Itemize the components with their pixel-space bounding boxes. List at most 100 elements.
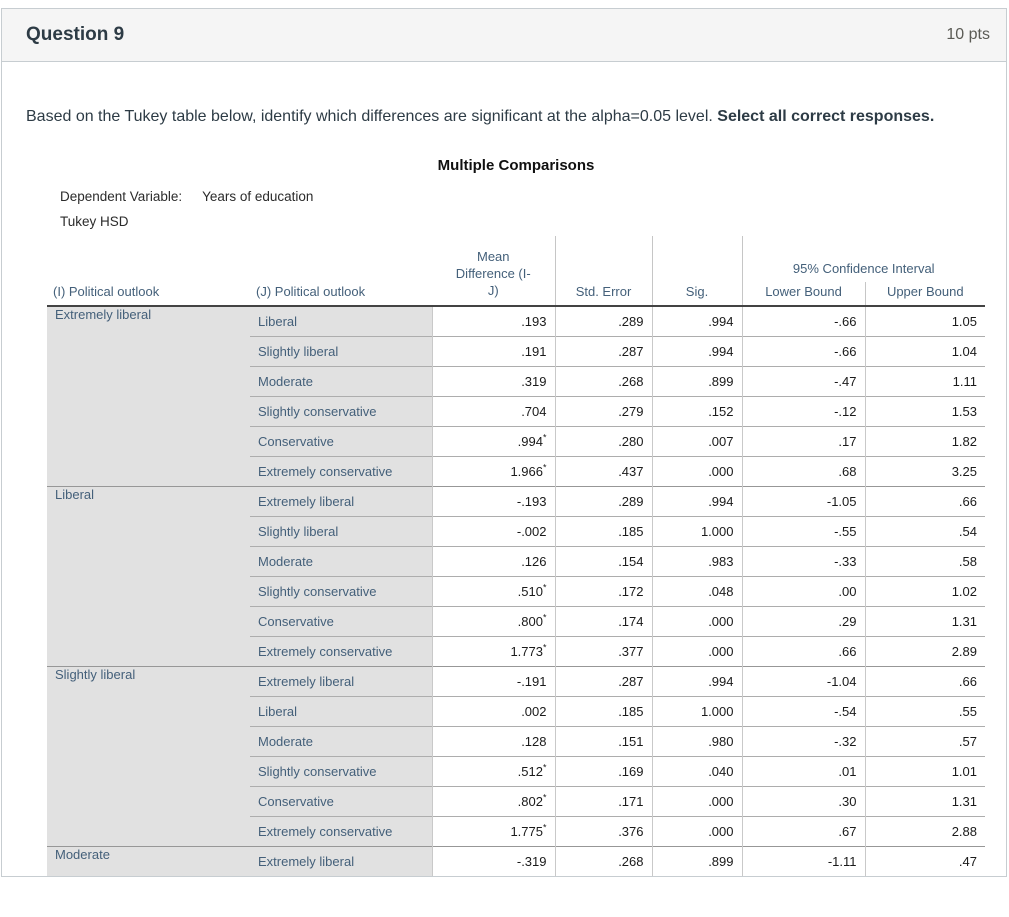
std-error-cell: .174 [554, 605, 652, 636]
j-political-outlook-cell: Liberal [250, 695, 432, 726]
table-row: Conservative .800* .174.000.29 1.31 [47, 605, 985, 636]
lower-bound-cell: -1.05 [741, 485, 865, 516]
sig-cell: .980 [651, 725, 742, 756]
lower-bound-cell: .17 [741, 425, 865, 456]
std-error-cell: .185 [554, 695, 652, 726]
col-header-lower-bound: Lower Bound [741, 282, 865, 307]
sig-cell: .000 [651, 635, 742, 666]
mean-difference-cell: .193 [431, 305, 555, 336]
mean-difference-cell: .802* [431, 785, 555, 816]
table-row: Extremely conservative 1.966* .437.000.68 3… [47, 455, 985, 486]
lower-bound-cell: -.47 [741, 365, 865, 396]
mean-difference-cell: .994* [431, 425, 555, 456]
std-error-cell: .172 [554, 575, 652, 606]
upper-bound-cell: 1.53 [864, 395, 985, 426]
col-header-i-political-outlook: (I) Political outlook [47, 236, 250, 307]
col-header-std-error: Std. Error [554, 236, 652, 307]
mean-difference-cell: .126 [431, 545, 555, 576]
sig-cell: .994 [651, 485, 742, 516]
i-political-outlook-cell: Liberal [47, 485, 250, 666]
lower-bound-cell: .30 [741, 785, 865, 816]
prompt-regular-text: Based on the Tukey table below, identify… [26, 108, 718, 125]
lower-bound-cell: .66 [741, 635, 865, 666]
lower-bound-cell: -1.04 [741, 665, 865, 696]
mean-difference-cell: 1.966* [431, 455, 555, 486]
question-box: Question 9 10 pts Based on the Tukey tab… [1, 8, 1007, 877]
std-error-cell: .289 [554, 485, 652, 516]
mean-difference-cell: -.193 [431, 485, 555, 516]
table-row: Slightly liberal -.002.185 1.000 -.55.54 [47, 515, 985, 546]
std-error-cell: .279 [554, 395, 652, 426]
mean-difference-cell: 1.773* [431, 635, 555, 666]
j-political-outlook-cell: Extremely liberal [250, 845, 432, 876]
std-error-cell: .437 [554, 455, 652, 486]
lower-bound-cell: -.54 [741, 695, 865, 726]
significance-asterisk: * [542, 612, 547, 623]
lower-bound-cell: .29 [741, 605, 865, 636]
j-political-outlook-cell: Conservative [250, 425, 432, 456]
std-error-cell: .151 [554, 725, 652, 756]
table-row: Slightly liberal .191.287.994 -.66 1.04 [47, 335, 985, 366]
upper-bound-cell: .54 [864, 515, 985, 546]
col-header-upper-bound: Upper Bound [864, 282, 985, 307]
dependent-variable-value: Years of education [202, 189, 314, 204]
lower-bound-cell: -1.11 [741, 845, 865, 876]
col-header-sig: Sig. [651, 236, 742, 307]
sig-cell: .994 [651, 665, 742, 696]
table-row: Conservative .802* .171.000.30 1.31 [47, 785, 985, 816]
upper-bound-cell: 1.04 [864, 335, 985, 366]
i-political-outlook-cell: Extremely liberal [47, 305, 250, 486]
table-title: Multiple Comparisons [437, 157, 595, 174]
upper-bound-cell: 1.31 [864, 785, 985, 816]
dependent-variable-label: Dependent Variable: [60, 189, 183, 204]
mean-difference-cell: -.319 [431, 845, 555, 876]
j-political-outlook-cell: Slightly conservative [250, 575, 432, 606]
upper-bound-cell: 1.05 [864, 305, 985, 336]
upper-bound-cell: 1.01 [864, 755, 985, 786]
question-prompt: Based on the Tukey table below, identify… [26, 62, 982, 132]
upper-bound-cell: 1.82 [864, 425, 985, 456]
upper-bound-cell: 2.89 [864, 635, 985, 666]
lower-bound-cell: -.12 [741, 395, 865, 426]
mean-difference-cell: -.191 [431, 665, 555, 696]
mean-difference-cell: .191 [431, 335, 555, 366]
table-row: Moderate .319.268.899 -.47 1.11 [47, 365, 985, 396]
lower-bound-cell: .68 [741, 455, 865, 486]
upper-bound-cell: .66 [864, 665, 985, 696]
j-political-outlook-cell: Extremely liberal [250, 485, 432, 516]
std-error-cell: .287 [554, 335, 652, 366]
std-error-cell: .280 [554, 425, 652, 456]
j-political-outlook-cell: Slightly liberal [250, 515, 432, 546]
j-political-outlook-cell: Extremely conservative [250, 455, 432, 486]
table-row: Extremely conservative 1.773* .377.000.66 2… [47, 635, 985, 666]
col-header-mean-difference: Mean Difference (I- J) [432, 236, 555, 307]
question-header-bar: Question 9 10 pts [2, 9, 1006, 62]
question-title: Question 9 [26, 24, 125, 45]
table-row: Conservative .994* .280.007.17 1.82 [47, 425, 985, 456]
j-political-outlook-cell: Extremely conservative [250, 815, 432, 846]
mean-difference-cell: .002 [431, 695, 555, 726]
prompt-bold-text: Select all correct responses. [717, 108, 935, 125]
sig-cell: .000 [651, 455, 742, 486]
j-political-outlook-cell: Conservative [250, 605, 432, 636]
mean-difference-cell: 1.775* [431, 815, 555, 846]
sig-cell: .994 [651, 305, 742, 336]
lower-bound-cell: .01 [741, 755, 865, 786]
std-error-cell: .376 [554, 815, 652, 846]
mean-difference-cell: .512* [431, 755, 555, 786]
j-political-outlook-cell: Moderate [250, 725, 432, 756]
significance-asterisk: * [542, 432, 547, 443]
multiple-comparisons-table: (I) Political outlook (J) Political outl… [47, 236, 985, 876]
std-error-cell: .185 [554, 515, 652, 546]
header-row-top: (I) Political outlook (J) Political outl… [47, 236, 985, 307]
table-header: (I) Political outlook (J) Political outl… [47, 236, 985, 307]
mean-difference-cell: -.002 [431, 515, 555, 546]
table-row: Slightly conservative .510* .172.048.00 1.0… [47, 575, 985, 606]
dependent-variable-line: Dependent Variable: Years of education [47, 189, 985, 204]
sig-cell: 1.000 [651, 695, 742, 726]
std-error-cell: .169 [554, 755, 652, 786]
j-political-outlook-cell: Slightly conservative [250, 755, 432, 786]
sig-cell: .007 [651, 425, 742, 456]
sig-cell: .048 [651, 575, 742, 606]
std-error-cell: .287 [554, 665, 652, 696]
